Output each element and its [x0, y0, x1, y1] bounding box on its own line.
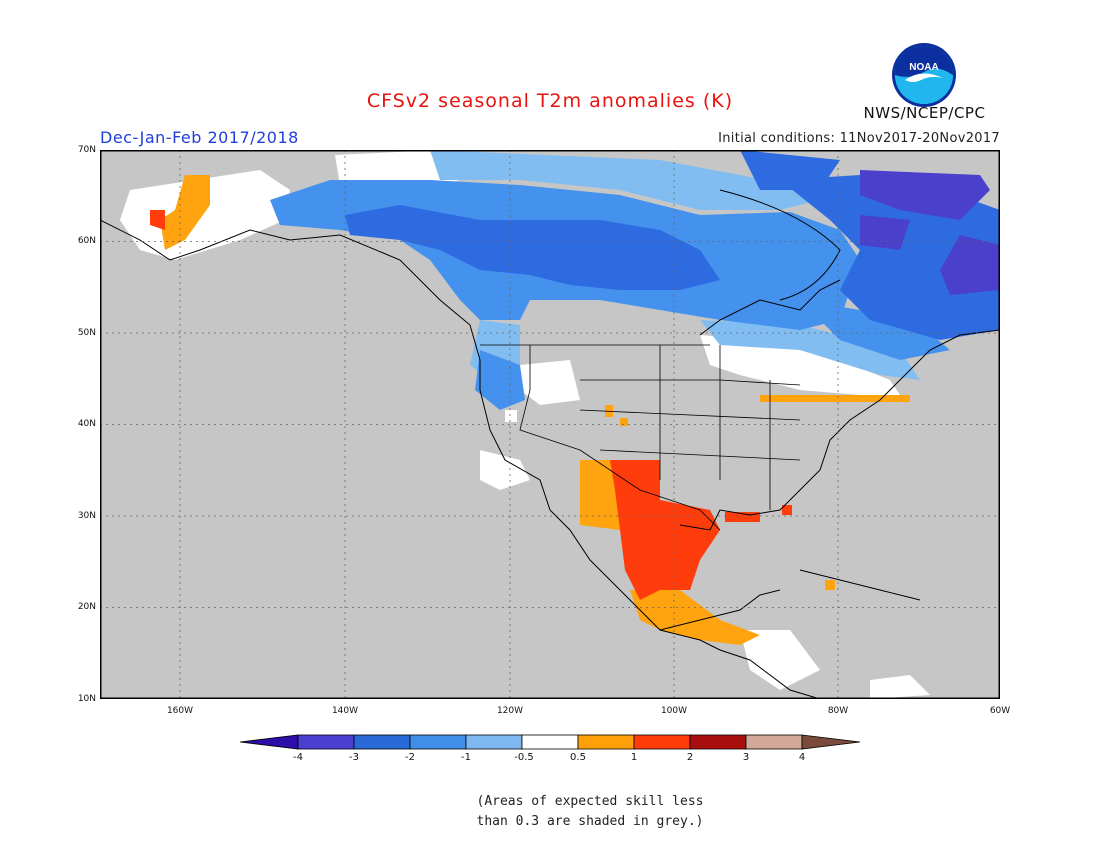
lon-label-100w: 100W [660, 706, 688, 716]
lon-label-60w: 60W [989, 706, 1011, 716]
map-border [100, 150, 1000, 699]
legend-label: 4 [798, 752, 806, 763]
legend-label: -1 [461, 752, 471, 763]
color-legend [239, 734, 861, 750]
legend-swatch-minus3-minus2 [353, 734, 411, 750]
purple-anomaly [860, 170, 1000, 295]
lat-label-30n: 30N [77, 511, 96, 521]
red-anomaly [150, 210, 792, 600]
legend-label: -2 [405, 752, 415, 763]
skill-note-line1: (Areas of expected skill less [476, 794, 704, 809]
initial-conditions: Initial conditions: 11Nov2017-20Nov2017 [718, 131, 1000, 146]
legend-label: 2 [686, 752, 694, 763]
legend-label: -3 [349, 752, 359, 763]
legend-swatch-neutral [521, 734, 579, 750]
graticule [100, 150, 1000, 699]
legend-swatch-minus2-minus1 [409, 734, 467, 750]
noaa-logo: NOAA [891, 42, 957, 108]
skill-note-line2: than 0.3 are shaded in grey.) [476, 814, 704, 829]
legend-label: 3 [742, 752, 750, 763]
legend-swatch-minus4-minus3 [297, 734, 355, 750]
political-borders [480, 344, 801, 531]
skill-note: (Areas of expected skill less than 0.3 a… [400, 792, 780, 832]
legend-swatch-minus1-minus05 [465, 734, 523, 750]
legend-label: 0.5 [570, 752, 586, 763]
agency-label: NWS/NCEP/CPC [863, 104, 986, 122]
coastlines [100, 189, 1000, 699]
legend-label: 1 [630, 752, 638, 763]
map-title: CFSv2 seasonal T2m anomalies (K) [366, 90, 734, 112]
legend-label: -0.5 [514, 752, 534, 763]
legend-label: -4 [293, 752, 303, 763]
legend-swatch-1-2 [633, 734, 691, 750]
legend-swatch-3-4 [745, 734, 803, 750]
forecast-period: Dec-Jan-Feb 2017/2018 [100, 128, 299, 147]
lat-label-40n: 40N [77, 419, 96, 429]
svg-text:NOAA: NOAA [909, 62, 938, 73]
lat-label-20n: 20N [77, 602, 96, 612]
lon-label-80w: 80W [827, 706, 849, 716]
lat-label-60n: 60N [77, 236, 96, 246]
lon-label-120w: 120W [496, 706, 524, 716]
lon-label-160w: 160W [166, 706, 194, 716]
legend-swatch-2-3 [689, 734, 747, 750]
lat-label-70n: 70N [77, 145, 96, 155]
legend-swatch-05-1 [577, 734, 635, 750]
anomaly-map [100, 150, 1000, 699]
lat-label-10n: 10N [77, 694, 96, 704]
lon-label-140w: 140W [331, 706, 359, 716]
lat-label-50n: 50N [77, 328, 96, 338]
legend-swatch-below-minus4 [239, 734, 299, 750]
neutral-regions [120, 150, 930, 699]
legend-swatch-above-4 [801, 734, 861, 750]
